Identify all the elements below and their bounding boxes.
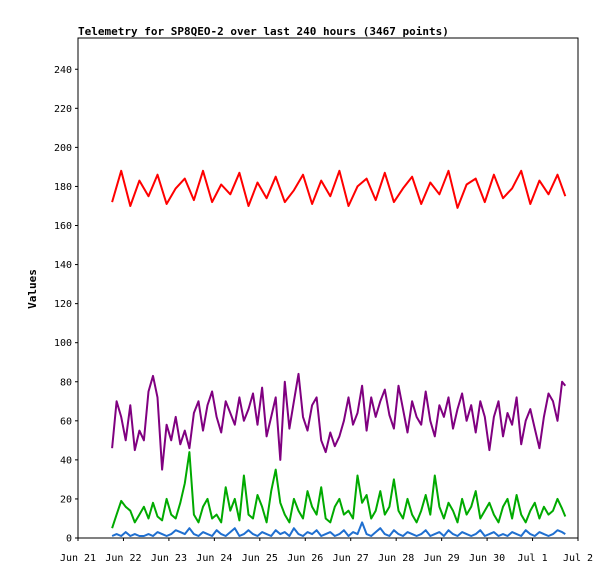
series-line-1 [111, 169, 567, 209]
plot-area [77, 37, 579, 539]
y-tick-label: 40 [60, 455, 72, 466]
y-tick-label: 160 [54, 221, 72, 232]
y-tick-label: 20 [60, 494, 72, 505]
x-tick-label: Jun 24 [196, 553, 232, 564]
y-axis-ticks: 0 20 40 60 80 100 120 140 160 180 200 220 240 [54, 65, 78, 545]
y-tick-label: 80 [60, 377, 72, 388]
x-tick-label: Jun 23 [151, 553, 187, 564]
x-tick-label: Jul 1 [517, 553, 547, 564]
y-tick-label: 240 [54, 65, 72, 76]
y-tick-label: 180 [54, 182, 72, 193]
series-line-2 [111, 372, 567, 471]
x-tick-label: Jun 26 [287, 553, 323, 564]
x-tick-label: Jun 29 [424, 553, 460, 564]
y-tick-label: 220 [54, 104, 72, 115]
x-tick-label: Jun 27 [333, 553, 369, 564]
y-tick-label: 0 [66, 534, 72, 545]
y-tick-label: 200 [54, 143, 72, 154]
y-tick-label: 140 [54, 260, 72, 271]
y-tick-label: 60 [60, 416, 72, 427]
y-tick-label: 100 [54, 338, 72, 349]
x-axis-ticks: Jun 21 Jun 22 Jun 23 Jun 24 Jun 25 Jun 26 Jun … [60, 538, 593, 564]
x-tick-label: Jun 28 [378, 553, 414, 564]
y-axis-label: Values [26, 269, 39, 309]
series-layer [111, 169, 567, 537]
x-tick-label: Jul 2 [563, 553, 593, 564]
x-tick-label: Jun 30 [469, 553, 505, 564]
x-tick-label: Jun 22 [105, 553, 141, 564]
chart-title: Telemetry for SP8QEO-2 over last 240 hou… [78, 25, 449, 38]
y-tick-label: 120 [54, 299, 72, 310]
x-tick-label: Jun 25 [242, 553, 278, 564]
x-tick-label: Jun 21 [60, 553, 96, 564]
series-line-4 [111, 521, 566, 537]
series-line-3 [111, 451, 567, 529]
